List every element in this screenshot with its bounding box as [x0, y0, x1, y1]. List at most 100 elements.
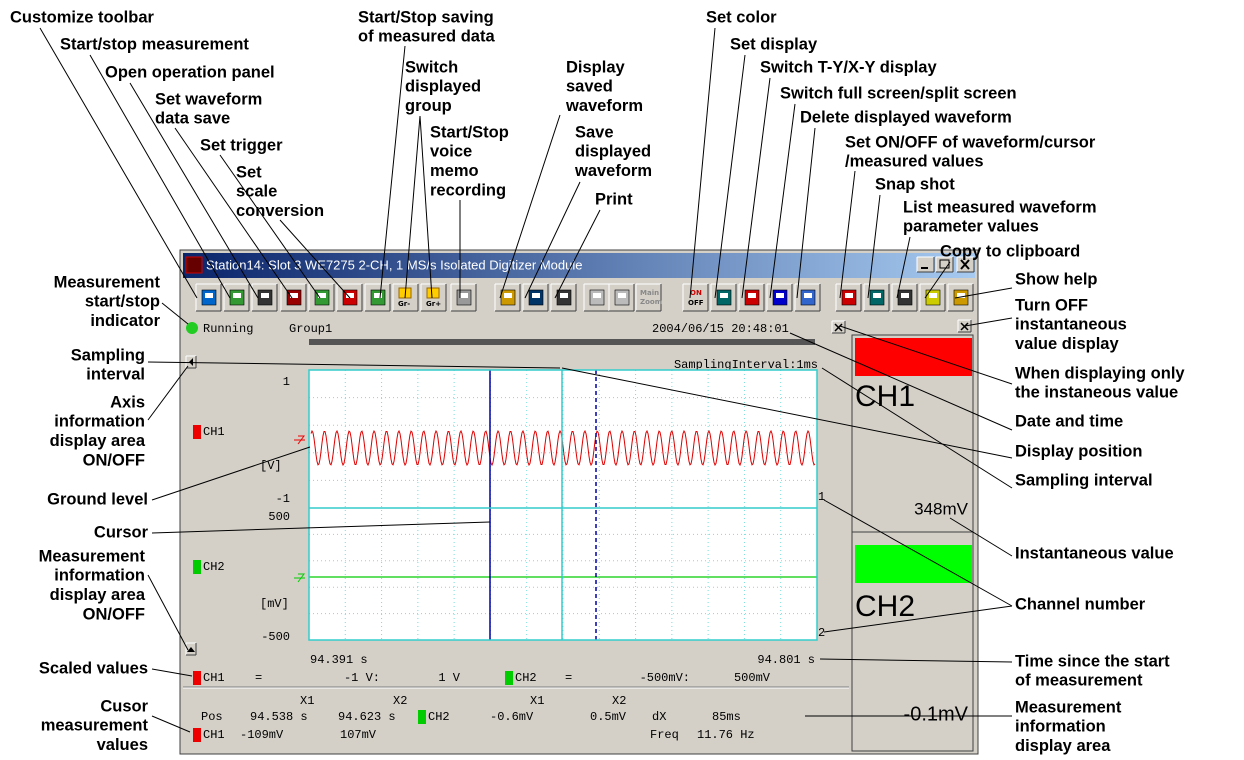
leader-line	[379, 45, 406, 299]
leader-line	[554, 209, 601, 299]
button-label: Zoom	[640, 298, 662, 306]
ground-marker	[294, 573, 305, 583]
channel-name: CH1	[203, 425, 225, 439]
leader-line	[147, 574, 189, 651]
channel-number: 2	[818, 626, 825, 640]
annotation: Turn OFF	[1015, 296, 1088, 314]
leader-line	[151, 446, 311, 501]
annotation: Switch	[405, 58, 458, 76]
annotation: waveform	[565, 97, 643, 115]
meas-header: X2	[393, 694, 407, 708]
annotation: display area	[1015, 737, 1111, 755]
meas-cell: 94.623 s	[338, 710, 396, 724]
icon-detail	[261, 293, 269, 298]
annotation: Print	[595, 190, 633, 208]
annotation: of measured data	[358, 28, 495, 46]
meas-cell: dX	[652, 710, 666, 724]
annotation: indicator	[90, 312, 160, 330]
annotation: Sampling interval	[1015, 471, 1153, 489]
icon-detail	[504, 293, 512, 298]
meas-cell: CH1	[203, 728, 225, 742]
icon-detail	[593, 293, 601, 298]
glyph	[960, 322, 969, 331]
meas-cell: -109mV	[240, 728, 284, 742]
channel-color	[193, 728, 201, 742]
leader-line	[151, 668, 193, 677]
icon-detail	[804, 293, 812, 298]
progress-bar	[309, 339, 815, 345]
leader-line	[174, 127, 293, 299]
icon-detail	[205, 293, 213, 298]
waveform-ch1	[310, 429, 816, 467]
axis-unit: [mV]	[260, 597, 289, 611]
time-start: 94.391 s	[310, 653, 368, 667]
icon-detail	[901, 293, 909, 298]
leader-line	[161, 302, 189, 325]
annotation: Sampling	[71, 346, 145, 364]
leader-line	[821, 367, 1013, 489]
time-end: 94.801 s	[757, 653, 815, 667]
meas-cell: -0.6mV	[490, 710, 534, 724]
annotation: Set display	[730, 35, 818, 53]
leader-line	[561, 367, 1013, 459]
annotation: value display	[1015, 335, 1119, 353]
annotation: the instaneous value	[1015, 384, 1178, 402]
leader-line	[689, 27, 716, 299]
datetime: 2004/06/15 20:48:01	[652, 322, 789, 336]
leader-line	[714, 54, 746, 299]
scaled-channel: CH1	[203, 671, 225, 685]
annotation: Switch T-Y/X-Y display	[760, 58, 937, 76]
button-label: Main	[640, 289, 659, 297]
annotation: Set waveform	[155, 90, 262, 108]
annotation: measurement	[41, 717, 149, 735]
leader-line	[279, 219, 351, 299]
button-label: ON	[690, 289, 702, 297]
annotation: Time since the start	[1015, 652, 1170, 670]
leader-line	[741, 77, 771, 299]
glyph	[189, 358, 193, 366]
leader-line	[89, 54, 231, 299]
icon-detail	[720, 293, 728, 298]
annotation: Measurement	[1015, 698, 1122, 716]
group-text: Group1	[289, 322, 332, 336]
leader-line	[39, 27, 198, 299]
leader-line	[839, 170, 856, 299]
annotation: Copy to clipboard	[940, 242, 1080, 260]
meas-header: X2	[612, 694, 626, 708]
icon-detail	[290, 293, 298, 298]
annotation: Delete displayed waveform	[800, 108, 1012, 126]
annotation: Snap shot	[875, 175, 955, 193]
glyph	[960, 259, 970, 270]
annotation: ON/OFF	[83, 605, 145, 623]
instant-value: -0.1mV	[904, 703, 969, 725]
annotation: Measurement	[54, 273, 161, 291]
glyph	[187, 647, 195, 652]
scaled-eq: =	[565, 671, 572, 685]
meas-header: X1	[300, 694, 314, 708]
annotation: interval	[86, 366, 145, 384]
annotation: Show help	[1015, 270, 1098, 288]
channel-name: CH2	[203, 560, 225, 574]
annotation: information	[54, 413, 145, 431]
meas-cell: 107mV	[340, 728, 377, 742]
toolbar-button[interactable]	[683, 284, 708, 311]
annotation: Instantaneous value	[1015, 544, 1174, 562]
annotation: Measurement	[39, 547, 146, 565]
leader-line	[819, 658, 1013, 663]
annotation: Save	[575, 123, 614, 141]
channel-color	[193, 560, 201, 574]
scaled-high: 1 V	[438, 671, 460, 685]
annotation: Start/Stop	[430, 123, 509, 141]
leader-line	[524, 181, 581, 299]
annotation: Set ON/OFF of waveform/cursor	[845, 133, 1096, 151]
annotation: saved	[566, 78, 613, 96]
title-button-min[interactable]	[917, 257, 934, 272]
annotation: recording	[430, 181, 506, 199]
annotation: conversion	[236, 202, 324, 220]
meas-cell: Pos	[201, 710, 223, 724]
annotation: start/stop	[85, 293, 160, 311]
toolbar-button[interactable]	[636, 284, 661, 311]
icon-detail	[845, 293, 853, 298]
channel-color	[505, 671, 513, 685]
instant-channel: CH2	[855, 590, 915, 623]
